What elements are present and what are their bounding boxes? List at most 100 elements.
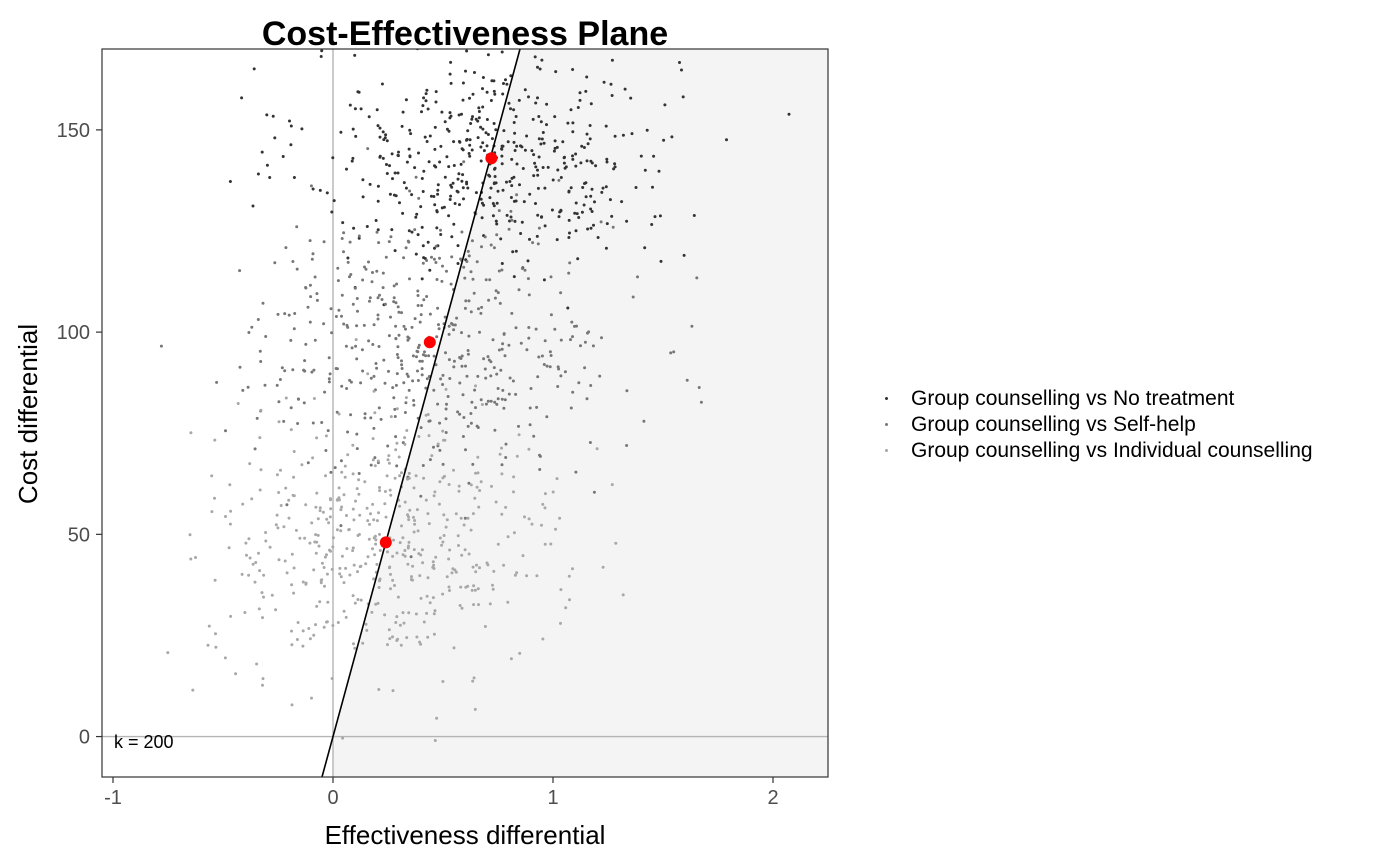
scatter-point <box>327 380 331 384</box>
scatter-point <box>438 160 442 164</box>
scatter-point <box>593 200 596 204</box>
scatter-point <box>557 367 561 371</box>
scatter-point <box>432 563 436 567</box>
scatter-point <box>213 496 216 500</box>
scatter-point <box>244 541 248 545</box>
scatter-point <box>241 502 245 506</box>
scatter-point <box>419 494 423 498</box>
scatter-point <box>506 140 510 144</box>
scatter-point <box>297 397 300 401</box>
scatter-point <box>491 583 494 587</box>
scatter-point <box>469 528 473 532</box>
scatter-point <box>322 240 326 244</box>
scatter-point <box>531 117 535 121</box>
scatter-point <box>355 297 359 300</box>
scatter-point <box>359 381 363 385</box>
scatter-point <box>566 121 570 125</box>
scatter-point <box>396 153 400 157</box>
scatter-point <box>552 149 556 153</box>
plot-content <box>102 49 828 777</box>
scatter-point <box>406 562 410 566</box>
scatter-point <box>414 474 418 478</box>
scatter-point <box>351 546 355 550</box>
scatter-point <box>531 241 535 245</box>
scatter-point <box>501 92 505 96</box>
scatter-point <box>586 227 590 231</box>
scatter-point <box>511 250 515 254</box>
scatter-point <box>551 178 555 182</box>
scatter-point <box>449 282 453 286</box>
scatter-point <box>312 397 316 400</box>
scatter-point <box>424 498 428 502</box>
scatter-point <box>376 459 380 463</box>
scatter-point <box>419 313 423 317</box>
scatter-point <box>408 154 412 158</box>
scatter-point <box>486 563 490 567</box>
scatter-point <box>289 338 293 342</box>
scatter-point <box>488 278 492 282</box>
scatter-point <box>290 583 294 587</box>
scatter-point <box>495 372 499 376</box>
scatter-point <box>659 259 663 263</box>
scatter-point <box>439 144 443 148</box>
scatter-point <box>250 325 254 329</box>
scatter-point <box>420 304 424 307</box>
scatter-point <box>385 172 389 175</box>
scatter-point <box>599 220 603 224</box>
scatter-point <box>527 517 531 521</box>
scatter-point <box>378 577 382 581</box>
scatter-point <box>578 98 582 102</box>
scatter-point <box>475 260 479 264</box>
scatter-point <box>652 154 656 158</box>
scatter-point <box>477 603 480 607</box>
scatter-point <box>274 608 278 612</box>
scatter-point <box>400 367 404 370</box>
scatter-point <box>508 219 511 223</box>
scatter-point <box>351 594 355 598</box>
scatter-point <box>332 199 336 203</box>
scatter-point <box>502 563 506 567</box>
scatter-point <box>407 611 411 615</box>
scatter-point <box>491 587 495 591</box>
scatter-point <box>461 81 465 85</box>
scatter-point <box>466 186 470 190</box>
scatter-point <box>415 635 419 639</box>
scatter-point <box>488 196 492 200</box>
scatter-point <box>490 484 493 488</box>
scatter-point <box>303 359 307 363</box>
scatter-point <box>557 178 561 182</box>
scatter-point <box>369 463 373 467</box>
scatter-point <box>550 208 554 212</box>
scatter-point <box>327 521 331 525</box>
scatter-point <box>479 311 483 315</box>
scatter-point <box>512 475 516 479</box>
scatter-point <box>290 703 294 707</box>
scatter-point <box>495 201 499 205</box>
scatter-point <box>438 448 442 452</box>
scatter-point <box>540 215 544 219</box>
scatter-point <box>378 549 382 552</box>
scatter-point <box>287 498 291 502</box>
scatter-point <box>400 359 403 363</box>
scatter-point <box>521 167 525 170</box>
scatter-point <box>327 356 331 360</box>
scatter-point <box>250 497 254 501</box>
scatter-point <box>475 485 479 489</box>
scatter-point <box>452 140 456 144</box>
scatter-point <box>427 419 431 423</box>
scatter-point <box>492 246 496 250</box>
scatter-point <box>414 215 418 219</box>
scatter-point <box>393 249 397 253</box>
scatter-point <box>424 92 428 96</box>
scatter-point <box>549 542 553 546</box>
scatter-point <box>306 461 310 465</box>
scatter-point <box>468 138 472 142</box>
scatter-point <box>523 88 527 92</box>
scatter-point <box>479 480 483 484</box>
scatter-point <box>313 338 317 342</box>
scatter-point <box>539 120 543 124</box>
scatter-point <box>414 175 418 179</box>
scatter-point <box>568 231 571 235</box>
scatter-point <box>424 354 428 358</box>
scatter-point <box>363 412 367 416</box>
